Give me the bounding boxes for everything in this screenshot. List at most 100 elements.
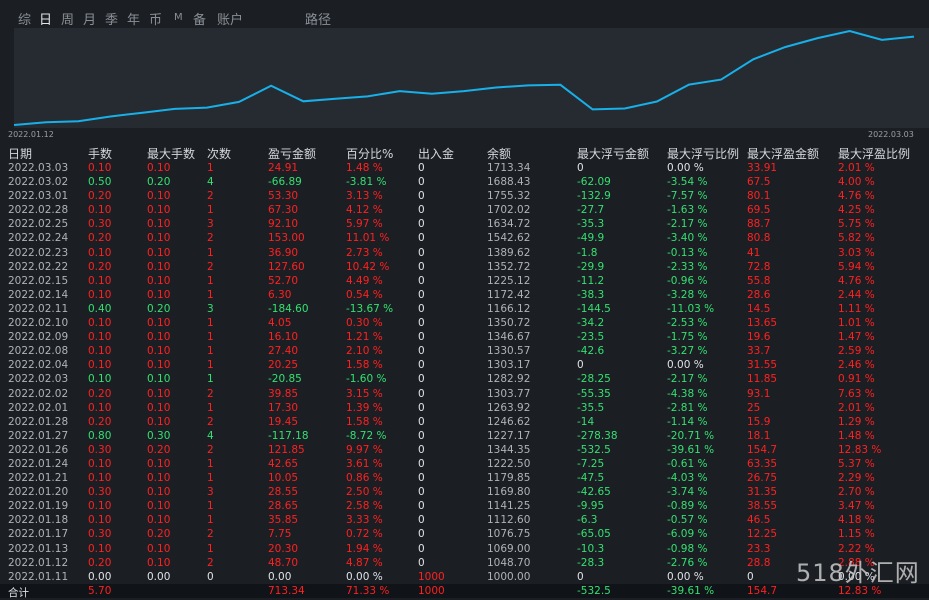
cell-col-7: 1713.34 (487, 162, 531, 174)
table-row: 2022.02.28 0.10 0.10 1 67.30 4.12 % 0 1702.02 -2… (0, 203, 929, 217)
table-row: 2022.03.02 0.50 0.20 4 -66.89 -3.81 % 0 1688.43… (0, 175, 929, 189)
cell-col-7: 1172.42 (487, 288, 531, 301)
tab-0[interactable]: 综 (18, 13, 32, 28)
cell-col-7: 1166.12 (487, 302, 531, 315)
cell-col-11: 4.25 % (838, 204, 875, 217)
cell-col-7: 1141.25 (487, 500, 531, 513)
cell-col-1: 0.80 (88, 429, 112, 442)
cell-col-10: 46.5 (747, 514, 771, 527)
tab-6[interactable]: 币 (149, 13, 163, 28)
cell-col-0: 2022.02.10 (8, 317, 69, 330)
cell-col-4: 42.65 (268, 457, 299, 470)
cell-col-10: 38.55 (747, 500, 778, 513)
cell-col-9: -0.57 % (667, 514, 708, 527)
cell-col-11: 2.01 % (838, 401, 875, 414)
cell-col-10: 11.85 (747, 373, 778, 386)
cell-col-5: 4.87 % (346, 556, 383, 569)
chart-start-date: 2022.01.12 (8, 130, 54, 139)
cell-col-2: 0.10 (147, 514, 171, 527)
cell-col-11: 2.22 % (838, 542, 875, 555)
table-row: 2022.02.15 0.10 0.10 1 52.70 4.49 % 0 1225.12 -1… (0, 274, 929, 288)
cell-col-3: 2 (207, 232, 214, 245)
cell-col-7: 1352.72 (487, 260, 531, 273)
cell-col-10: 最大浮盈金额 (747, 147, 820, 161)
cell-col-9: 0.00 % (667, 359, 704, 372)
cell-col-8: -28.3 (577, 556, 605, 569)
cell-col-1: 0.10 (88, 542, 112, 555)
cell-col-9: -1.75 % (667, 331, 708, 344)
cell-col-9: -11.03 % (667, 302, 715, 315)
cell-col-0: 2022.01.12 (8, 556, 69, 569)
cell-col-0: 2022.01.11 (8, 570, 69, 583)
cell-col-4: 10.05 (268, 472, 299, 485)
cell-col-1: 0.30 (88, 218, 112, 231)
cell-col-9: 0.00 % (667, 162, 704, 174)
tab-10[interactable]: 路径 (305, 13, 332, 28)
cell-col-9: -0.98 % (667, 542, 708, 555)
cell-col-1: 0.10 (88, 204, 112, 217)
cell-col-8: -278.38 (577, 429, 618, 442)
cell-col-11: 2.59 % (838, 345, 875, 358)
cell-col-6: 出入金 (418, 147, 455, 161)
cell-col-8: -65.05 (577, 528, 611, 541)
cell-col-6: 0 (418, 373, 425, 386)
tab-8[interactable]: 备 (193, 13, 207, 28)
cell-col-10: 80.8 (747, 232, 771, 245)
cell-col-8: -42.6 (577, 345, 605, 358)
cell-col-8: -62.09 (577, 176, 611, 189)
cell-col-9: -2.17 % (667, 218, 708, 231)
cell-col-8: -6.3 (577, 514, 598, 527)
table-row: 2022.02.04 0.10 0.10 1 20.25 1.58 % 0 1303.17 0 0… (0, 358, 929, 372)
cell-col-5: 3.15 % (346, 387, 383, 400)
cell-col-2: 0.10 (147, 387, 171, 400)
cell-col-9: -2.17 % (667, 373, 708, 386)
cell-col-7: 1048.70 (487, 556, 531, 569)
cell-col-11: 4.18 % (838, 514, 875, 527)
cell-col-9: -2.53 % (667, 317, 708, 330)
tab-7[interactable]: M (174, 12, 183, 23)
cell-col-4: 盈亏金额 (268, 147, 317, 161)
table-row: 2022.02.11 0.40 0.20 3 -184.60 -13.67 % 0 1166.… (0, 302, 929, 316)
watermark-logo: 518外汇网 (796, 559, 920, 587)
cell-col-3: 2 (207, 190, 214, 203)
cell-col-6: 0 (418, 317, 425, 330)
cell-col-3: 2 (207, 443, 214, 456)
cell-col-5: 10.42 % (346, 260, 390, 273)
cell-col-5: 百分比% (346, 147, 394, 161)
cell-col-9: -3.27 % (667, 345, 708, 358)
table-total-row: 合计 5.70 713.34 71.33 % 1000 -532.5 -39.61 % 154… (0, 583, 929, 599)
cell-col-2: 0.10 (147, 204, 171, 217)
cell-col-11: 4.76 % (838, 190, 875, 203)
cell-col-11: 2.29 % (838, 472, 875, 485)
tab-1[interactable]: 日 (39, 13, 53, 28)
cell-col-3: 1 (207, 288, 214, 301)
cell-col-2: 0.10 (147, 457, 171, 470)
cell-col-4: 27.40 (268, 345, 299, 358)
table-row: 2022.01.12 0.20 0.10 2 48.70 4.87 % 0 1048.70 -2… (0, 556, 929, 570)
cell-col-4: 36.90 (268, 246, 299, 259)
cell-col-2: 最大手数 (147, 147, 196, 161)
cell-col-3: 1 (207, 472, 214, 485)
cell-col-1: 0.30 (88, 528, 112, 541)
cell-col-0: 2022.02.09 (8, 331, 69, 344)
cell-col-3: 1 (207, 317, 214, 330)
tab-5[interactable]: 年 (127, 13, 141, 28)
cell-col-4: 4.05 (268, 317, 292, 330)
table-row: 2022.03.03 0.10 0.10 1 24.91 1.48 % 0 1713.34 0 0… (0, 161, 929, 175)
tab-2[interactable]: 周 (61, 13, 75, 28)
cell-col-3: 1 (207, 500, 214, 513)
table-row: 2022.01.19 0.10 0.10 1 28.65 2.58 % 0 1141.25 -9… (0, 499, 929, 513)
table-row: 2022.01.21 0.10 0.10 1 10.05 0.86 % 0 1179.85 -4… (0, 471, 929, 485)
top-toolbar: 综日周月季年币 M 备账户 路径 (0, 0, 929, 28)
cell-col-4: 39.85 (268, 387, 299, 400)
cell-col-10: 55.8 (747, 274, 771, 287)
cell-col-3: 4 (207, 176, 214, 189)
cell-col-6: 0 (418, 345, 425, 358)
cell-col-9: 0.00 % (667, 570, 704, 583)
cell-col-11: 1.48 % (838, 429, 875, 442)
tab-4[interactable]: 季 (105, 13, 119, 28)
table-row: 2022.01.28 0.20 0.10 2 19.45 1.58 % 0 1246.62 -1… (0, 415, 929, 429)
cell-col-2: 0.10 (147, 288, 171, 301)
tab-3[interactable]: 月 (83, 13, 97, 28)
tab-9[interactable]: 账户 (217, 13, 244, 28)
